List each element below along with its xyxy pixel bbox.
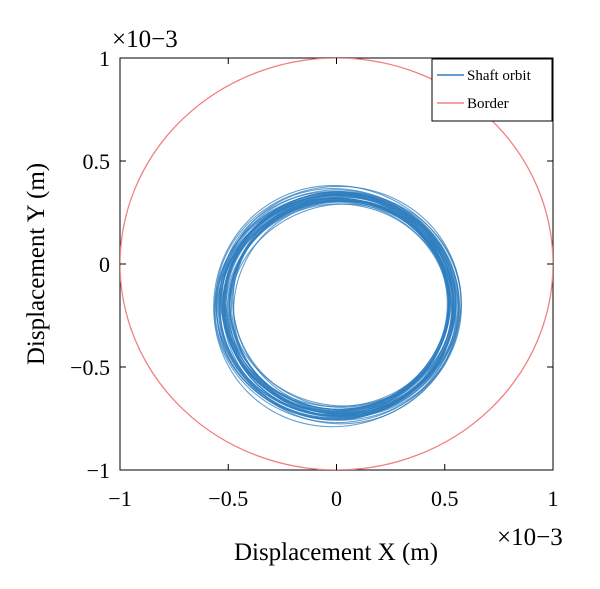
x-tick-label: −0.5: [208, 486, 248, 511]
orbit-loop: [219, 191, 459, 418]
legend: Shaft orbit Border: [431, 58, 553, 122]
x-tick-label: −1: [108, 486, 131, 511]
legend-box: [431, 58, 553, 122]
orbit-loop: [222, 200, 448, 414]
y-axis-label: Displacement Y (m): [23, 163, 50, 365]
y-tick-label: 1: [99, 46, 110, 71]
legend-label-shaft-orbit: Shaft orbit: [467, 68, 532, 84]
orbit-loop: [214, 192, 461, 421]
x-axis-multiplier: ×10−3: [497, 524, 563, 551]
y-tick-label: −1: [87, 458, 110, 483]
series-shaft-orbit: [213, 184, 462, 428]
ticks-layer: −1 −0.5 0 0.5 1 −1 −0.5 0 0.5 1: [70, 46, 558, 511]
y-tick-label: 0: [99, 252, 110, 277]
orbit-loop: [218, 194, 456, 421]
y-tick-label: 0.5: [83, 149, 111, 174]
legend-label-border: Border: [467, 96, 509, 112]
orbit-loop: [229, 198, 454, 407]
x-tick-label: 1: [548, 486, 559, 511]
plot-area: [119, 57, 554, 471]
series-layer: [120, 58, 553, 470]
orbit-loop: [233, 201, 452, 410]
x-tick-label: 0.5: [431, 486, 459, 511]
x-tick-label: 0: [331, 486, 342, 511]
x-axis-label: Displacement X (m): [234, 539, 438, 566]
y-tick-label: −0.5: [70, 355, 110, 380]
orbit-loop: [230, 195, 454, 415]
y-axis-multiplier: ×10−3: [112, 26, 178, 53]
